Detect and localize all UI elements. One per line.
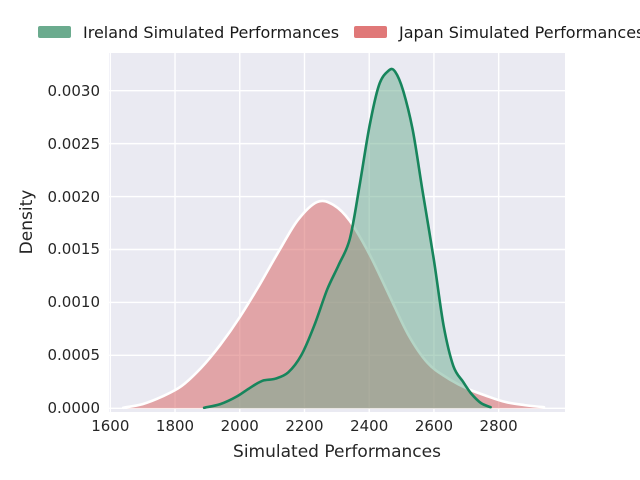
x-tick-label: 2000 — [220, 417, 259, 435]
y-tick-label: 0.0030 — [47, 81, 101, 100]
legend-item-japan: Japan Simulated Performances — [354, 21, 640, 43]
y-tick-label: 0.0000 — [47, 399, 101, 418]
x-axis-label: Simulated Performances — [233, 442, 441, 462]
y-tick-label: 0.0010 — [47, 293, 101, 312]
x-tick-label: 2400 — [350, 417, 389, 435]
kde-chart — [109, 53, 565, 412]
legend-item-ireland: Ireland Simulated Performances — [38, 21, 339, 43]
plot-area — [109, 53, 565, 412]
y-tick-label: 0.0025 — [47, 134, 101, 153]
japan-legend-swatch-icon — [354, 26, 387, 38]
ireland-legend-label: Ireland Simulated Performances — [83, 22, 340, 42]
x-tick-label: 2200 — [285, 417, 324, 435]
y-axis-label: Density — [17, 189, 37, 255]
x-tick-label: 1800 — [155, 417, 195, 435]
ireland-kde-line — [202, 67, 492, 410]
x-tick-label: 2800 — [479, 417, 518, 435]
japan-kde-line — [121, 199, 546, 410]
y-tick-label: 0.0005 — [47, 346, 101, 365]
ireland-legend-swatch-icon — [38, 26, 71, 38]
x-tick-label: 1600 — [91, 417, 130, 435]
japan-legend-label: Japan Simulated Performances — [399, 22, 640, 42]
x-tick-label: 2600 — [414, 417, 454, 435]
y-tick-label: 0.0020 — [47, 187, 101, 206]
y-tick-label: 0.0015 — [47, 240, 101, 259]
ireland-kde-fill — [204, 68, 491, 409]
